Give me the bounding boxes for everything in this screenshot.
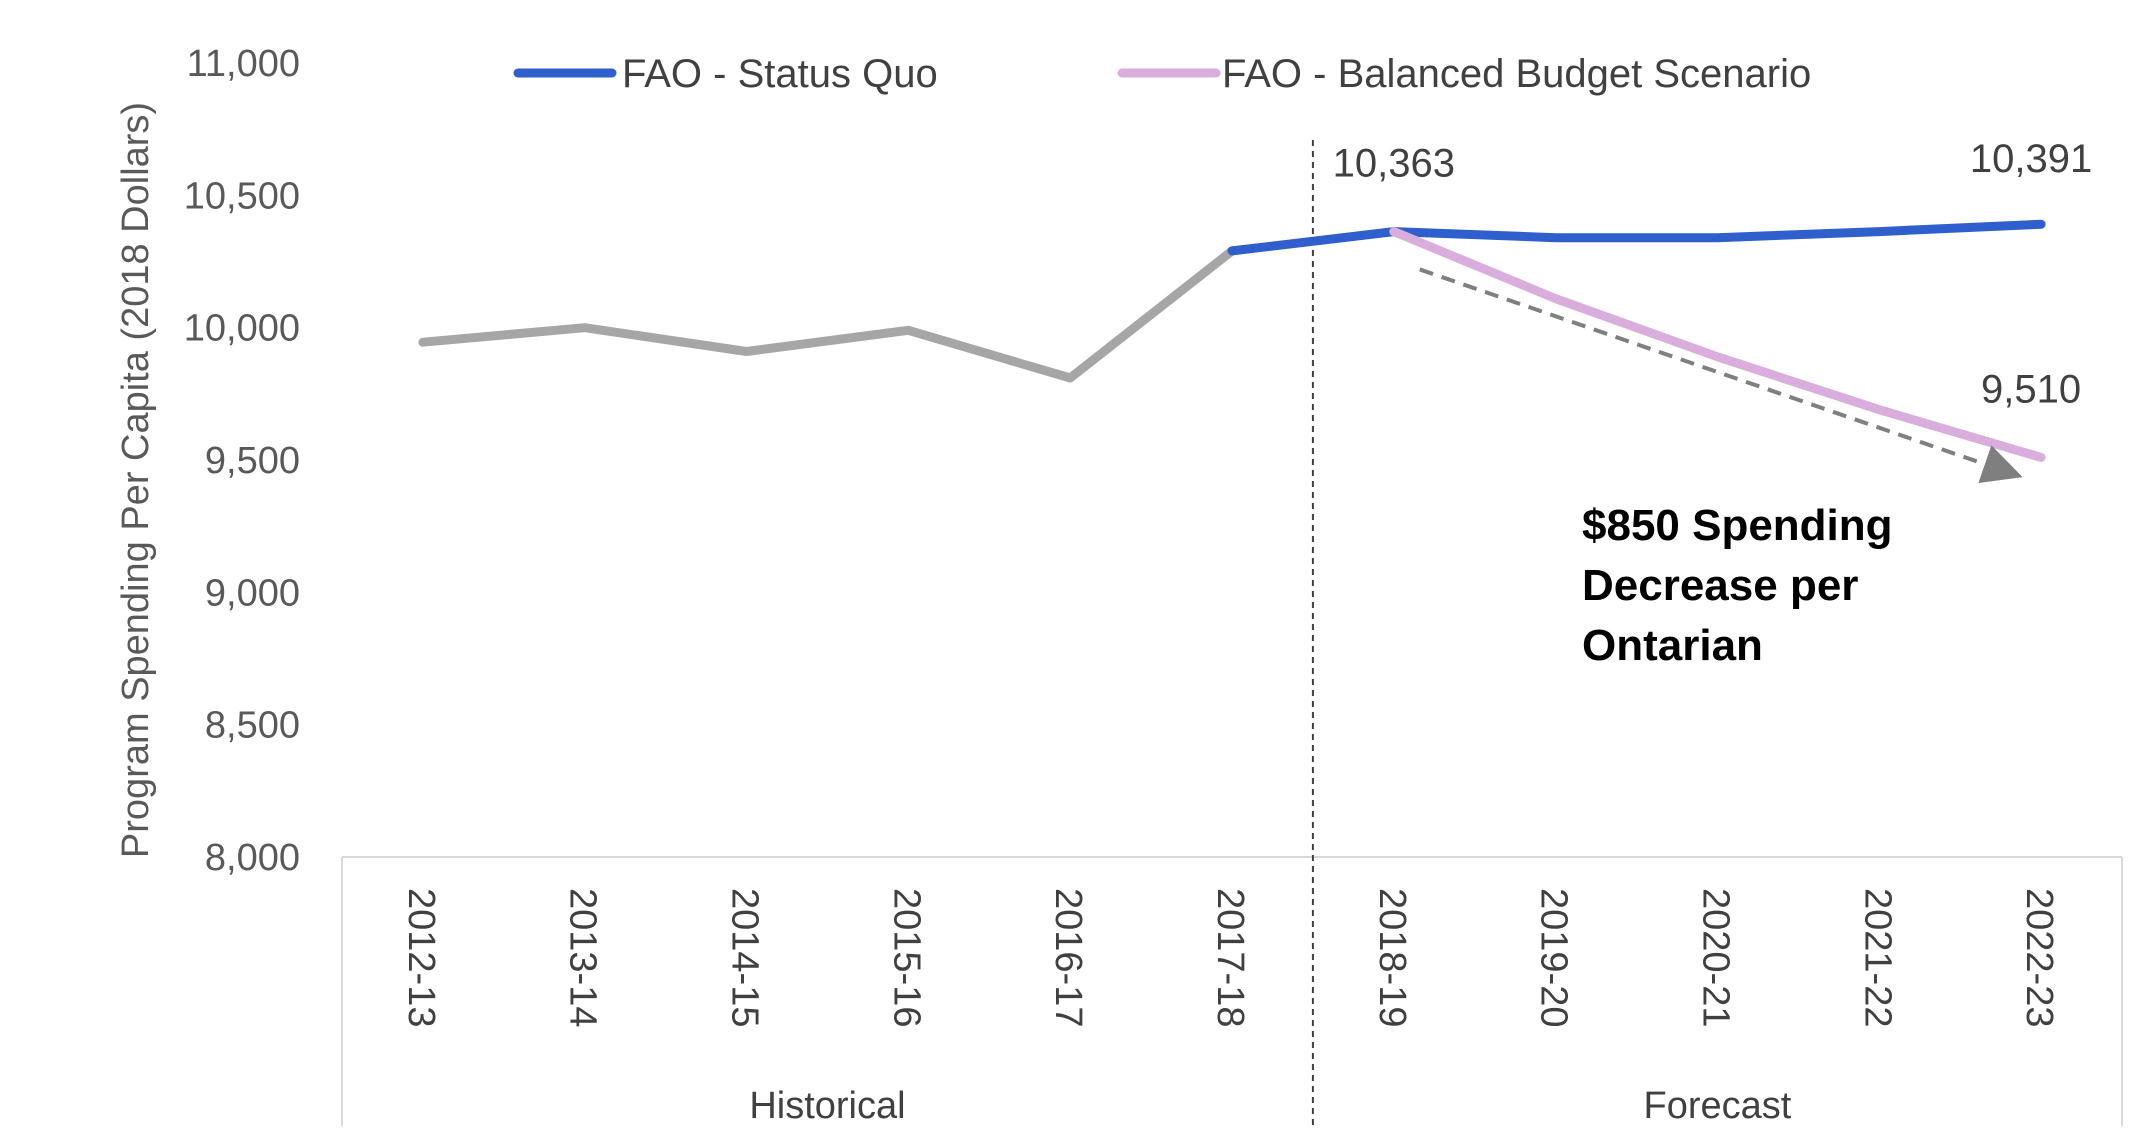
x-tick-label: 2012-13: [400, 888, 442, 1027]
x-tick-label: 2017-18: [1209, 888, 1251, 1027]
trend-arrow-layer: [1419, 267, 2023, 484]
y-tick-label: 11,000: [187, 43, 300, 85]
series-line-fao-status-quo: [1227, 219, 2046, 256]
group-label-forecast: Forecast: [1644, 1085, 1792, 1127]
data-label-10-363: 10,363: [1333, 142, 1455, 186]
series-line-historical: [418, 246, 1237, 383]
annotation-line-2: Decrease per: [1582, 561, 1858, 610]
y-axis-ticks: 8,000 8,500 9,000 9,500 10,000 10,500 11,000: [184, 43, 300, 879]
series-line-fao-balanced-budget-scenario: [1389, 227, 2046, 462]
axes: [341, 140, 2123, 1126]
x-tick-label: 2013-14: [562, 888, 604, 1027]
data-labels: 10,363 10,391 9,510: [1333, 137, 2093, 411]
y-tick-label: 10,500: [184, 175, 300, 217]
x-tick-label: 2014-15: [724, 888, 766, 1027]
x-tick-label: 2018-19: [1371, 888, 1413, 1027]
legend-label-balanced-budget: FAO - Balanced Budget Scenario: [1222, 52, 1811, 96]
trend-arrow: [1419, 267, 2023, 484]
x-tick-label: 2015-16: [885, 888, 927, 1027]
series-lines: [418, 219, 2046, 462]
spending-decrease-annotation: $850 Spending Decrease per Ontarian: [1582, 501, 1905, 670]
y-axis-title: Program Spending Per Capita (2018 Dollar…: [115, 102, 157, 858]
data-label-10-391: 10,391: [1970, 137, 2092, 181]
x-tick-label: 2022-23: [2018, 888, 2060, 1027]
annotation-line-3: Ontarian: [1582, 621, 1763, 670]
x-tick-label: 2021-22: [1856, 888, 1898, 1027]
data-label-9-510: 9,510: [1981, 367, 2081, 411]
y-tick-label: 10,000: [184, 308, 300, 350]
group-label-historical: Historical: [749, 1085, 905, 1127]
annotation-line-1: $850 Spending: [1582, 501, 1893, 550]
y-tick-label: 8,500: [205, 705, 300, 747]
x-tick-label: 2019-20: [1533, 888, 1575, 1027]
y-tick-label: 9,000: [205, 572, 300, 614]
x-axis-ticks: 2012-13 2013-14 2014-15 2015-16 2016-17 2017-…: [400, 888, 2060, 1027]
legend: FAO - Status Quo FAO - Balanced Budget S…: [513, 52, 1811, 96]
y-tick-label: 8,000: [205, 837, 300, 879]
legend-label-status-quo: FAO - Status Quo: [622, 52, 938, 96]
x-tick-label: 2020-21: [1694, 888, 1736, 1027]
x-tick-label: 2016-17: [1047, 888, 1089, 1027]
x-axis-groups: Historical Forecast: [749, 1085, 1791, 1127]
y-tick-label: 9,500: [205, 440, 300, 482]
